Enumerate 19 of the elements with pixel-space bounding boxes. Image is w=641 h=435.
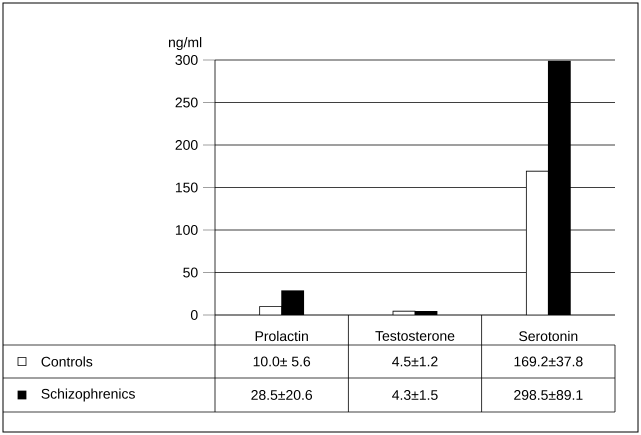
y-axis-title: ng/ml	[168, 37, 202, 50]
y-tick-label: 50	[183, 268, 198, 278]
y-tick-label: 300	[175, 55, 198, 65]
y-tick-label: 150	[176, 182, 198, 192]
data-label: 4.5±1.2	[392, 356, 438, 366]
y-tick-label: 250	[176, 98, 198, 108]
data-label: 298.5±89.1	[514, 390, 582, 400]
x-tick-label: Testosterone	[375, 331, 454, 341]
y-tick-label: 0	[190, 310, 198, 320]
data-label: 28.5±20.6	[251, 390, 312, 400]
legend-label: Controls	[42, 356, 92, 367]
y-tick-label: 100	[176, 225, 198, 235]
data-label: 169.2±37.8	[514, 356, 583, 366]
data-label: 4.3±1.5	[392, 390, 438, 400]
y-tick-label: 200	[176, 140, 198, 150]
x-tick-label: Prolactin	[256, 330, 308, 342]
data-label: 10.0± 5.6	[254, 356, 310, 366]
legend-label: Schizophrenics	[41, 388, 135, 402]
x-tick-label: Serotonin	[519, 330, 578, 342]
